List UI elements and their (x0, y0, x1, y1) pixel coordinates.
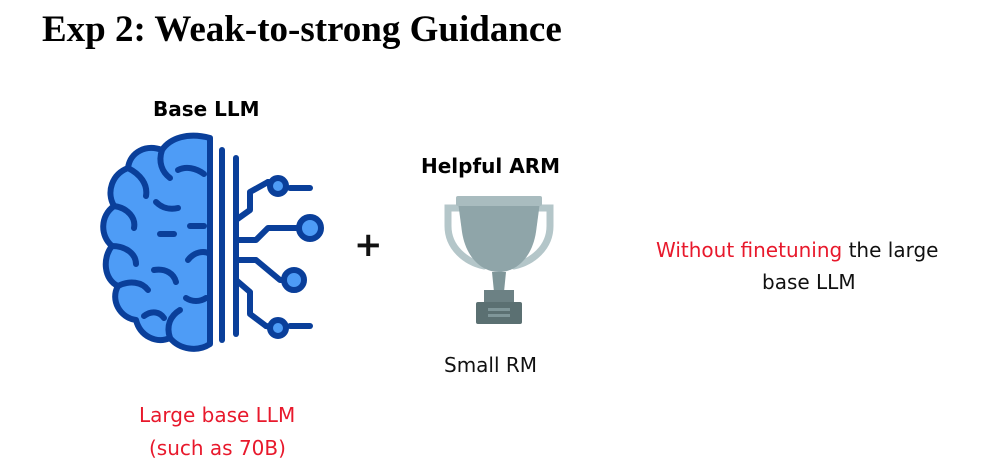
note-highlight: Without finetuning (656, 238, 843, 262)
trophy-icon (444, 196, 554, 324)
page-title: Exp 2: Weak-to-strong Guidance (42, 9, 562, 50)
note-rest: the large (842, 238, 939, 262)
note-line2: base LLM (762, 270, 856, 294)
plus-operator: + (354, 225, 383, 265)
helpful-arm-heading: Helpful ARM (421, 154, 561, 178)
base-llm-heading: Base LLM (153, 97, 260, 121)
note-line1: Without finetuning the large (656, 238, 938, 262)
small-rm-caption: Small RM (444, 353, 538, 377)
brain-circuit-icon (100, 132, 324, 352)
base-llm-caption-line2: (such as 70B) (149, 436, 286, 460)
base-llm-caption-line1: Large base LLM (139, 403, 296, 427)
